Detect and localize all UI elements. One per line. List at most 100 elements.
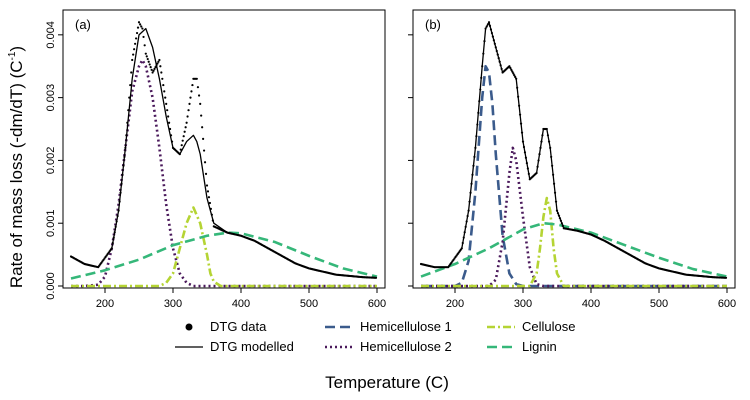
data-point	[180, 144, 183, 147]
series-dtg-data	[419, 21, 728, 279]
x-tick-label: 500	[300, 298, 318, 310]
x-tick-label: 600	[718, 298, 736, 310]
data-point	[190, 90, 193, 93]
legend-item-dtg-modelled: DTG modelled	[175, 339, 294, 354]
data-point	[156, 62, 159, 65]
data-point	[202, 137, 205, 140]
data-point	[142, 35, 145, 39]
data-point	[150, 68, 153, 71]
data-point	[188, 102, 191, 106]
series-dtg-data	[69, 21, 378, 279]
data-point	[139, 23, 142, 26]
y-axis-title: Rate of mass loss (-dm/dT) (C-1)	[7, 46, 26, 288]
x-tick-label: 300	[514, 298, 532, 310]
data-point	[136, 26, 140, 29]
data-point	[148, 63, 151, 66]
data-point	[146, 57, 149, 61]
data-point	[189, 96, 192, 99]
data-point	[132, 53, 135, 56]
data-point	[184, 126, 187, 129]
data-point	[162, 83, 165, 87]
data-point	[206, 190, 210, 193]
data-point	[168, 121, 171, 124]
data-point	[183, 130, 186, 133]
panel-b: 200 300 400 500 600 (b)	[408, 9, 736, 310]
data-point	[152, 69, 155, 72]
y-tick-label: 0.004	[45, 21, 57, 49]
data-point	[143, 44, 146, 47]
legend-label: DTG modelled	[210, 339, 294, 354]
series-lignin	[70, 231, 378, 280]
y-tick-label: 0.002	[45, 147, 57, 175]
legend-label: Hemicellulose 2	[360, 339, 452, 354]
data-point	[157, 60, 160, 63]
legend-item-dtg-data: DTG data	[185, 319, 267, 334]
x-tick-label: 500	[650, 298, 668, 310]
panel-a: 200 300 400 500 600 0.000 0.001 0.002 0.003 0.004…	[45, 9, 386, 310]
data-point	[166, 109, 169, 112]
panels-group: 200 300 400 500 600 0.000 0.001 0.002 0.003 0.004…	[45, 9, 736, 310]
data-point	[153, 67, 156, 71]
data-point	[163, 90, 166, 93]
data-point	[144, 52, 147, 55]
data-point	[200, 114, 203, 117]
data-point	[199, 102, 202, 106]
data-point	[134, 37, 138, 40]
data-point	[151, 71, 154, 74]
data-point	[187, 109, 190, 112]
plot-frame	[412, 9, 736, 289]
plot-frame	[62, 9, 386, 289]
x-tick-label: 400	[582, 298, 600, 310]
legend: DTG data DTG modelled Hemicellulose 1 Hemic…	[175, 319, 575, 354]
legend-label: Cellulose	[522, 319, 575, 334]
legend-label: Hemicellulose 1	[360, 319, 452, 334]
legend-label: DTG data	[210, 319, 267, 334]
series-hemicellulose-2	[71, 58, 377, 288]
series-hemicellulose-1	[421, 64, 727, 288]
series-lignin	[420, 221, 728, 278]
data-point	[131, 58, 134, 62]
x-tick-label: 200	[446, 298, 464, 310]
data-point	[203, 161, 207, 164]
y-tick-label: 0.003	[45, 84, 57, 112]
data-point	[160, 71, 163, 74]
data-point	[204, 172, 208, 175]
series-hemicellulose-2	[421, 146, 727, 288]
data-point	[135, 31, 139, 35]
data-point	[165, 102, 168, 106]
x-tick-label: 200	[96, 298, 114, 310]
series-cellulose	[421, 196, 727, 288]
data-point	[145, 55, 148, 58]
y-tick-label: 0.001	[45, 209, 57, 237]
legend-item-lignin: Lignin	[487, 339, 557, 354]
data-point	[186, 115, 189, 118]
series-cellulose	[71, 206, 377, 288]
plot-area	[419, 21, 728, 288]
series-dtg-modelled	[420, 21, 728, 279]
data-point	[205, 184, 209, 187]
legend-swatch	[185, 323, 193, 331]
data-point	[207, 196, 211, 199]
y-axis-title-main: Rate of mass loss (-dm/dT) (C	[7, 60, 26, 288]
data-point	[154, 66, 157, 69]
data-point	[129, 83, 132, 87]
series-dtg-modelled	[70, 27, 378, 279]
plot-area	[69, 21, 378, 288]
data-point	[208, 201, 212, 205]
data-point	[137, 21, 141, 24]
data-point	[149, 66, 152, 69]
data-point	[191, 83, 194, 87]
y-axis-title-sup: -1	[7, 51, 18, 60]
legend-item-cellulose: Cellulose	[487, 319, 575, 334]
legend-label: Lignin	[522, 339, 557, 354]
data-point	[181, 139, 184, 142]
legend-item-hemicellulose-1: Hemicellulose 1	[325, 319, 452, 334]
data-point	[141, 27, 144, 30]
panel-label: (b)	[425, 17, 441, 32]
data-point	[140, 25, 143, 28]
data-point	[195, 77, 198, 80]
data-point	[182, 135, 185, 138]
x-tick-label: 400	[232, 298, 250, 310]
legend-item-hemicellulose-2: Hemicellulose 2	[325, 339, 452, 354]
